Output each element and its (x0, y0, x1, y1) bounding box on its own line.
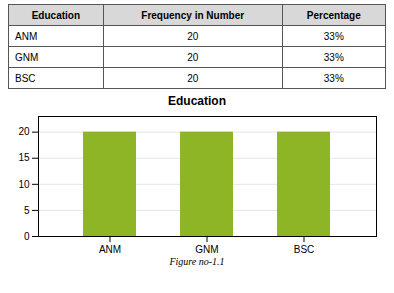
html-text:33%: 33% (323, 30, 344, 42)
html-text:33%: 33% (323, 51, 344, 63)
html-text:Frequency in Number: Frequency in Number (141, 9, 245, 21)
html-text:ANM: ANM (15, 30, 38, 42)
html-text:20: 20 (187, 72, 199, 84)
html-text:BSC: BSC (15, 72, 36, 84)
html-text:Figure no-1.1: Figure no-1.1 (169, 256, 225, 267)
html-text:20: 20 (187, 51, 199, 63)
svg-text:20: 20 (18, 126, 30, 137)
svg-text:BSC: BSC (294, 244, 315, 255)
svg-text:ANM: ANM (99, 244, 121, 255)
svg-text:GNM: GNM (195, 244, 218, 255)
svg-text:10: 10 (18, 179, 30, 190)
svg-text:15: 15 (18, 152, 30, 163)
html-text:Percentage: Percentage (306, 9, 361, 21)
html-text:Education: Education (31, 9, 80, 21)
html-text:33%: 33% (323, 72, 344, 84)
html-text:Education: Education (168, 94, 226, 108)
svg-text:5: 5 (24, 205, 30, 216)
html-text:GNM: GNM (15, 51, 39, 63)
html-text:20: 20 (187, 30, 199, 42)
svg-text:0: 0 (24, 231, 30, 242)
